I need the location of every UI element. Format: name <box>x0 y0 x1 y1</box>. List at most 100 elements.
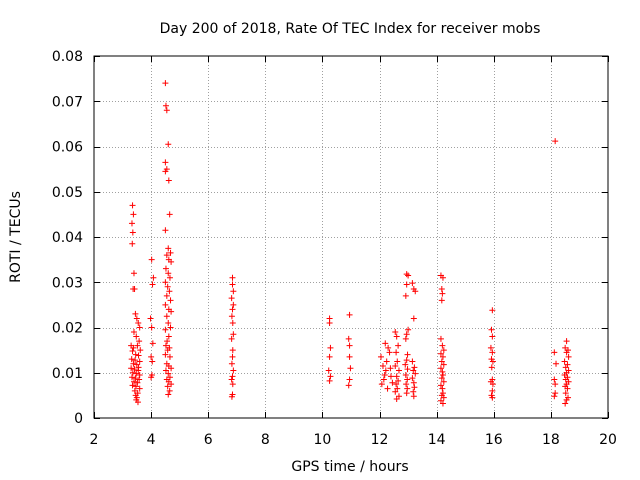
data-point <box>162 159 169 166</box>
data-point <box>394 385 401 392</box>
data-point <box>404 385 411 392</box>
x-tick-label: 2 <box>90 432 99 448</box>
data-point <box>411 384 418 391</box>
data-point <box>162 279 169 286</box>
x-tick-label: 8 <box>261 432 270 448</box>
data-point <box>164 283 171 290</box>
data-point <box>410 367 417 374</box>
data-point <box>411 364 418 371</box>
data-point <box>162 80 169 87</box>
data-point <box>327 344 334 351</box>
data-point <box>128 365 135 372</box>
data-point <box>165 333 172 340</box>
data-point <box>228 393 235 400</box>
data-point <box>487 344 494 351</box>
data-point <box>165 177 172 184</box>
data-point <box>439 372 446 379</box>
x-tick-label: 6 <box>204 432 213 448</box>
data-point <box>395 377 402 384</box>
x-axis-label: GPS time / hours <box>291 459 408 475</box>
data-point <box>437 365 444 372</box>
data-point <box>383 358 390 365</box>
data-point <box>168 258 175 265</box>
data-point <box>326 353 333 360</box>
data-point <box>403 331 410 338</box>
data-point <box>393 349 400 356</box>
data-point <box>326 377 333 384</box>
data-point <box>403 381 410 388</box>
y-tick-label: 0.02 <box>52 321 83 337</box>
data-point <box>130 329 137 336</box>
data-point <box>148 374 155 381</box>
data-point <box>129 348 136 355</box>
data-point <box>347 365 354 372</box>
data-point <box>403 390 410 397</box>
data-point <box>551 376 558 383</box>
data-point <box>129 382 136 389</box>
data-point <box>133 333 140 340</box>
data-point <box>228 313 235 320</box>
data-point <box>162 265 169 272</box>
data-point <box>229 281 236 288</box>
data-point <box>565 353 572 360</box>
data-point <box>167 324 174 331</box>
y-tick-label: 0.06 <box>52 140 83 156</box>
data-point <box>439 290 446 297</box>
data-point <box>393 333 400 340</box>
data-point <box>228 360 235 367</box>
data-point <box>405 326 412 333</box>
data-point <box>228 335 235 342</box>
data-point <box>438 297 445 304</box>
data-point <box>162 367 169 374</box>
data-point <box>381 372 388 379</box>
data-point <box>410 315 417 322</box>
data-point <box>326 319 333 326</box>
data-point <box>132 383 139 390</box>
data-point <box>228 295 235 302</box>
data-point <box>228 376 235 383</box>
data-point <box>489 333 496 340</box>
data-point <box>380 376 387 383</box>
data-point <box>488 364 495 371</box>
data-point <box>345 382 352 389</box>
data-point <box>437 382 444 389</box>
y-tick-label: 0.04 <box>52 230 83 246</box>
data-point <box>325 367 332 374</box>
data-point <box>129 202 136 209</box>
data-point <box>552 390 559 397</box>
data-point <box>132 310 139 317</box>
data-point <box>163 252 170 259</box>
data-point <box>412 370 419 377</box>
data-point <box>133 370 140 377</box>
data-point <box>403 357 410 364</box>
data-point <box>379 362 386 369</box>
data-point <box>163 292 170 299</box>
data-point <box>148 256 155 263</box>
data-point <box>164 347 171 354</box>
data-point <box>393 381 400 388</box>
data-point <box>562 390 569 397</box>
data-point <box>135 352 142 359</box>
data-point <box>149 358 156 365</box>
data-point <box>404 376 411 383</box>
x-tick-label: 18 <box>542 432 560 448</box>
data-point <box>131 286 138 293</box>
y-tick-label: 0.01 <box>52 366 83 382</box>
data-point <box>403 271 410 278</box>
data-point <box>167 249 174 256</box>
data-point <box>395 367 402 374</box>
data-point <box>440 394 447 401</box>
data-point <box>440 378 447 385</box>
data-point <box>148 324 155 331</box>
data-point <box>162 168 169 175</box>
data-point <box>551 349 558 356</box>
data-point <box>129 369 136 376</box>
data-point <box>229 353 236 360</box>
data-point <box>230 331 237 338</box>
data-point <box>394 358 401 365</box>
y-tick-label: 0.05 <box>52 185 83 201</box>
data-point <box>164 338 171 345</box>
data-point <box>395 342 402 349</box>
data-point <box>402 292 409 299</box>
